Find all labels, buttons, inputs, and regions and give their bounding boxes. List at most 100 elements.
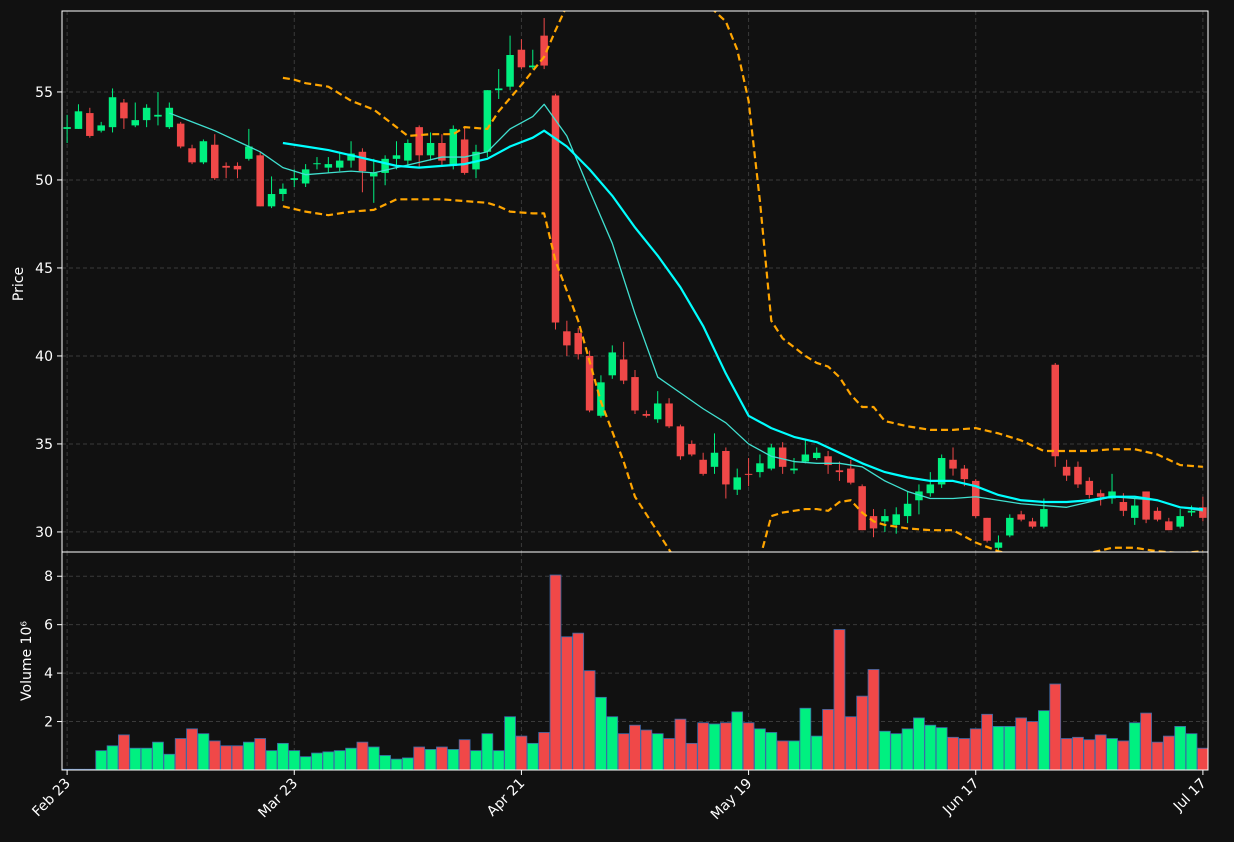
candle-body xyxy=(199,141,208,163)
volume-bar xyxy=(1174,726,1187,770)
volume-bar xyxy=(561,636,573,770)
candle-body xyxy=(631,377,639,411)
candle-body xyxy=(619,359,628,381)
candle-body xyxy=(710,452,719,467)
candle-body xyxy=(767,447,776,469)
candle-body xyxy=(290,178,299,180)
candle-body xyxy=(665,403,673,427)
volume-bar xyxy=(890,733,903,770)
volume-bar xyxy=(1060,738,1073,770)
y-tick-label: 45 xyxy=(35,261,53,277)
volume-bar xyxy=(969,728,982,770)
volume-bar xyxy=(583,670,596,770)
volume-bar xyxy=(913,717,925,770)
volume-bar xyxy=(333,750,346,770)
candle-body xyxy=(1040,509,1048,527)
candle-body xyxy=(574,333,582,355)
y-tick-label: 2 xyxy=(44,715,53,731)
candle-body xyxy=(97,125,105,131)
volume-bar xyxy=(367,746,380,770)
volume-bar xyxy=(720,722,732,770)
y-tick-label: 4 xyxy=(44,666,53,682)
y-tick-label: 55 xyxy=(35,85,53,101)
candle-body xyxy=(165,107,174,128)
volume-plot xyxy=(62,574,1208,770)
candle-body xyxy=(994,542,1003,548)
candle-body xyxy=(1051,364,1059,457)
candle-body xyxy=(347,153,355,161)
candle-body xyxy=(154,114,162,117)
volume-bar xyxy=(549,574,562,770)
volume-bar xyxy=(935,727,948,770)
volume-bar xyxy=(470,750,482,770)
volume-bar xyxy=(1038,710,1050,770)
candle-body xyxy=(176,123,185,147)
volume-bar xyxy=(436,746,448,770)
volume-bar xyxy=(1151,741,1164,770)
candle-body xyxy=(415,127,423,156)
volume-bar xyxy=(924,724,937,770)
candle-body xyxy=(915,491,923,501)
volume-bar xyxy=(447,749,460,770)
candle-body xyxy=(108,97,117,128)
moving-average xyxy=(282,129,1203,511)
volume-bar xyxy=(1197,747,1208,770)
candle-body xyxy=(903,503,912,517)
volume-bar xyxy=(1072,736,1084,770)
candle-body xyxy=(1096,493,1105,497)
volume-bar xyxy=(731,711,744,770)
candle-body xyxy=(483,90,492,152)
volume-bar xyxy=(663,738,675,770)
volume-bar xyxy=(197,733,210,770)
candle-body xyxy=(1130,505,1139,518)
candle-body xyxy=(529,65,537,68)
volume-bar xyxy=(1162,735,1175,770)
volume-bar xyxy=(254,738,267,770)
volume-bar xyxy=(685,742,698,770)
candle-body xyxy=(426,142,435,156)
volume-bar xyxy=(242,741,255,770)
candle-body xyxy=(801,454,810,462)
volume-bar xyxy=(697,722,709,770)
volume-bar xyxy=(879,730,891,770)
volume-bar xyxy=(708,723,721,770)
candle-body xyxy=(211,144,219,179)
volume-bar xyxy=(1185,733,1198,770)
volume-bar xyxy=(1094,734,1107,770)
candle-body xyxy=(812,452,821,459)
candle-body xyxy=(1074,466,1082,485)
candle-body xyxy=(335,160,344,168)
candle-body xyxy=(370,172,378,177)
candle-body xyxy=(120,102,128,119)
volume-bar xyxy=(345,747,357,770)
volume-bar xyxy=(833,629,846,770)
volume-bar xyxy=(776,740,789,770)
volume-bar xyxy=(742,722,755,770)
candle-body xyxy=(778,447,787,467)
candle-body xyxy=(301,169,310,184)
volume-bar xyxy=(606,716,619,770)
candle-body xyxy=(608,352,617,376)
candle-body xyxy=(983,517,991,541)
y-tick-label: 35 xyxy=(35,437,53,453)
price-y-label: Price xyxy=(11,267,27,301)
candle-body xyxy=(1028,521,1037,527)
y-tick-label: 8 xyxy=(44,569,53,585)
volume-bar xyxy=(856,695,869,770)
candle-body xyxy=(597,382,605,416)
volume-bar xyxy=(481,733,494,770)
candle-body xyxy=(142,107,151,121)
candle-body xyxy=(74,111,83,129)
candle-body xyxy=(824,456,832,466)
volume-bar xyxy=(1049,683,1062,770)
candle-body xyxy=(926,484,935,494)
volume-bar xyxy=(526,742,539,770)
volume-bar xyxy=(867,669,880,770)
volume-bar xyxy=(118,734,130,770)
volume-bar xyxy=(1117,740,1130,770)
candle-body xyxy=(551,95,560,323)
candle-body xyxy=(835,470,844,473)
candle-body xyxy=(1119,502,1128,511)
candle-body xyxy=(279,188,287,195)
